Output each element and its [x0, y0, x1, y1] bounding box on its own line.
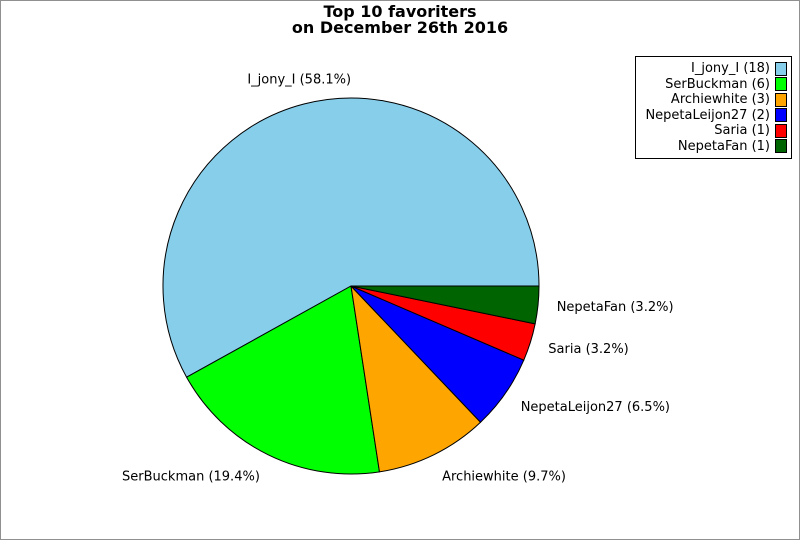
- chart-title-block: Top 10 favoriters on December 26th 2016: [1, 4, 799, 36]
- slice-label-i_jony_i: I_jony_I (58.1%): [247, 73, 351, 88]
- pie-slice-serbuckman: [186, 285, 380, 475]
- legend-item-nepetafan: NepetaFan (1): [640, 139, 787, 155]
- legend-swatch: [775, 139, 787, 154]
- legend-swatch: [775, 77, 787, 92]
- legend-swatch: [775, 92, 787, 107]
- pie-slice-nepetafan: [350, 285, 540, 325]
- legend-item-saria: Saria (1): [640, 123, 787, 139]
- slice-label-nepetafan: NepetaFan (3.2%): [557, 300, 674, 315]
- chart-subtitle: on December 26th 2016: [291, 18, 509, 37]
- slice-label-archiewhite: Archiewhite (9.7%): [442, 470, 566, 485]
- pie-slice-i_jony_i: [162, 97, 540, 378]
- legend-item-i_jony_i: I_jony_I (18): [640, 61, 787, 77]
- legend-swatch: [775, 123, 787, 138]
- legend-label: SerBuckman (6): [665, 76, 770, 92]
- legend-item-archiewhite: Archiewhite (3): [640, 92, 787, 108]
- slice-label-saria: Saria (3.2%): [548, 342, 628, 357]
- pie-slice-archiewhite: [350, 285, 482, 473]
- legend-swatch: [775, 108, 787, 123]
- legend-label: NepetaFan (1): [677, 138, 770, 154]
- legend-label: I_jony_I (18): [691, 61, 770, 77]
- legend-label: NepetaLeijon27 (2): [645, 107, 770, 123]
- legend-swatch: [775, 61, 787, 76]
- legend-item-serbuckman: SerBuckman (6): [640, 77, 787, 93]
- legend-label: Archiewhite (3): [670, 92, 770, 108]
- slice-label-serbuckman: SerBuckman (19.4%): [122, 470, 260, 485]
- legend-item-nepetaleijon27: NepetaLeijon27 (2): [640, 108, 787, 124]
- legend: I_jony_I (18) SerBuckman (6) Archiewhite (…: [635, 56, 792, 159]
- chart-title: Top 10 favoriters: [323, 2, 477, 21]
- legend-label: Saria (1): [714, 123, 770, 139]
- slice-label-nepetaleijon27: NepetaLeijon27 (6.5%): [521, 400, 670, 415]
